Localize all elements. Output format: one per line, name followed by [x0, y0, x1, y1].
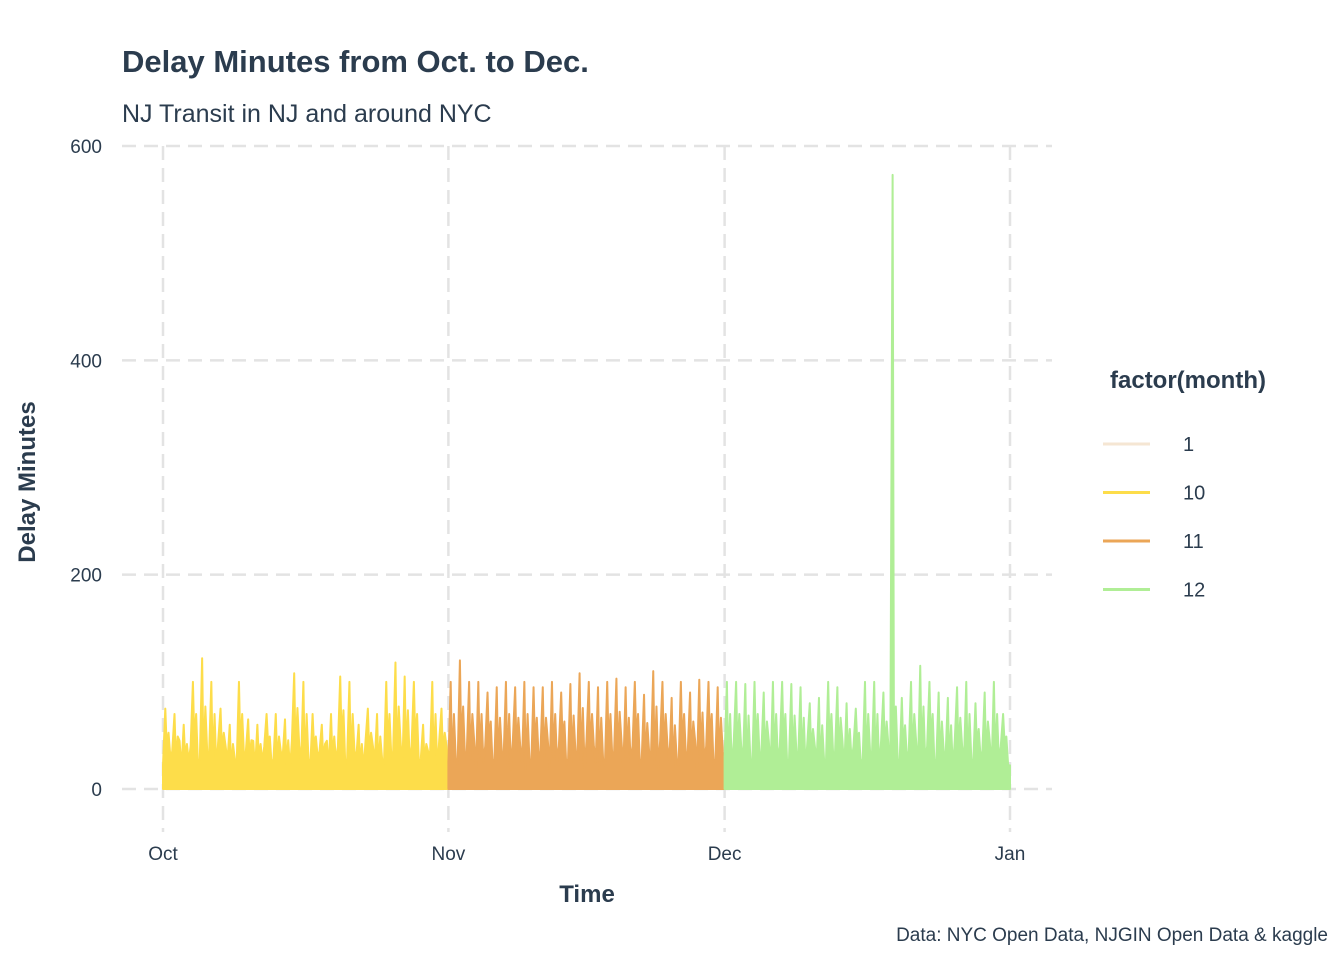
- series-area-12: [723, 173, 1011, 790]
- x-tick-label: Nov: [432, 844, 466, 865]
- series-10: [162, 657, 450, 790]
- legend-label: 10: [1183, 483, 1205, 505]
- series-area-11: [447, 659, 726, 790]
- x-tick-label: Dec: [708, 844, 742, 865]
- y-tick-label: 400: [70, 351, 102, 372]
- y-tick-label: 600: [70, 137, 102, 158]
- y-axis-label: Delay Minutes: [14, 401, 41, 562]
- x-tick-labels: Oct Nov Dec Jan: [148, 844, 1025, 865]
- chart-title: Delay Minutes from Oct. to Dec.: [122, 44, 589, 79]
- legend: 1 10 11 12: [1103, 434, 1205, 602]
- y-tick-label: 0: [91, 780, 102, 801]
- y-tick-labels: 0 200 400 600: [70, 137, 102, 801]
- caption: Data: NYC Open Data, NJGIN Open Data & k…: [896, 925, 1328, 946]
- grid: [122, 144, 1052, 832]
- x-tick-label: Oct: [148, 844, 178, 865]
- series-12: [723, 173, 1011, 790]
- legend-label: 1: [1183, 434, 1194, 456]
- legend-title: factor(month): [1110, 367, 1266, 394]
- chart-subtitle: NJ Transit in NJ and around NYC: [122, 100, 492, 128]
- series-area-10: [162, 657, 450, 790]
- y-tick-label: 200: [70, 566, 102, 587]
- legend-label: 12: [1183, 580, 1205, 602]
- x-axis-label: Time: [559, 881, 615, 908]
- legend-label: 11: [1183, 531, 1204, 553]
- series-11: [447, 659, 726, 790]
- data-marks: [162, 173, 1011, 790]
- x-tick-label: Jan: [995, 844, 1026, 865]
